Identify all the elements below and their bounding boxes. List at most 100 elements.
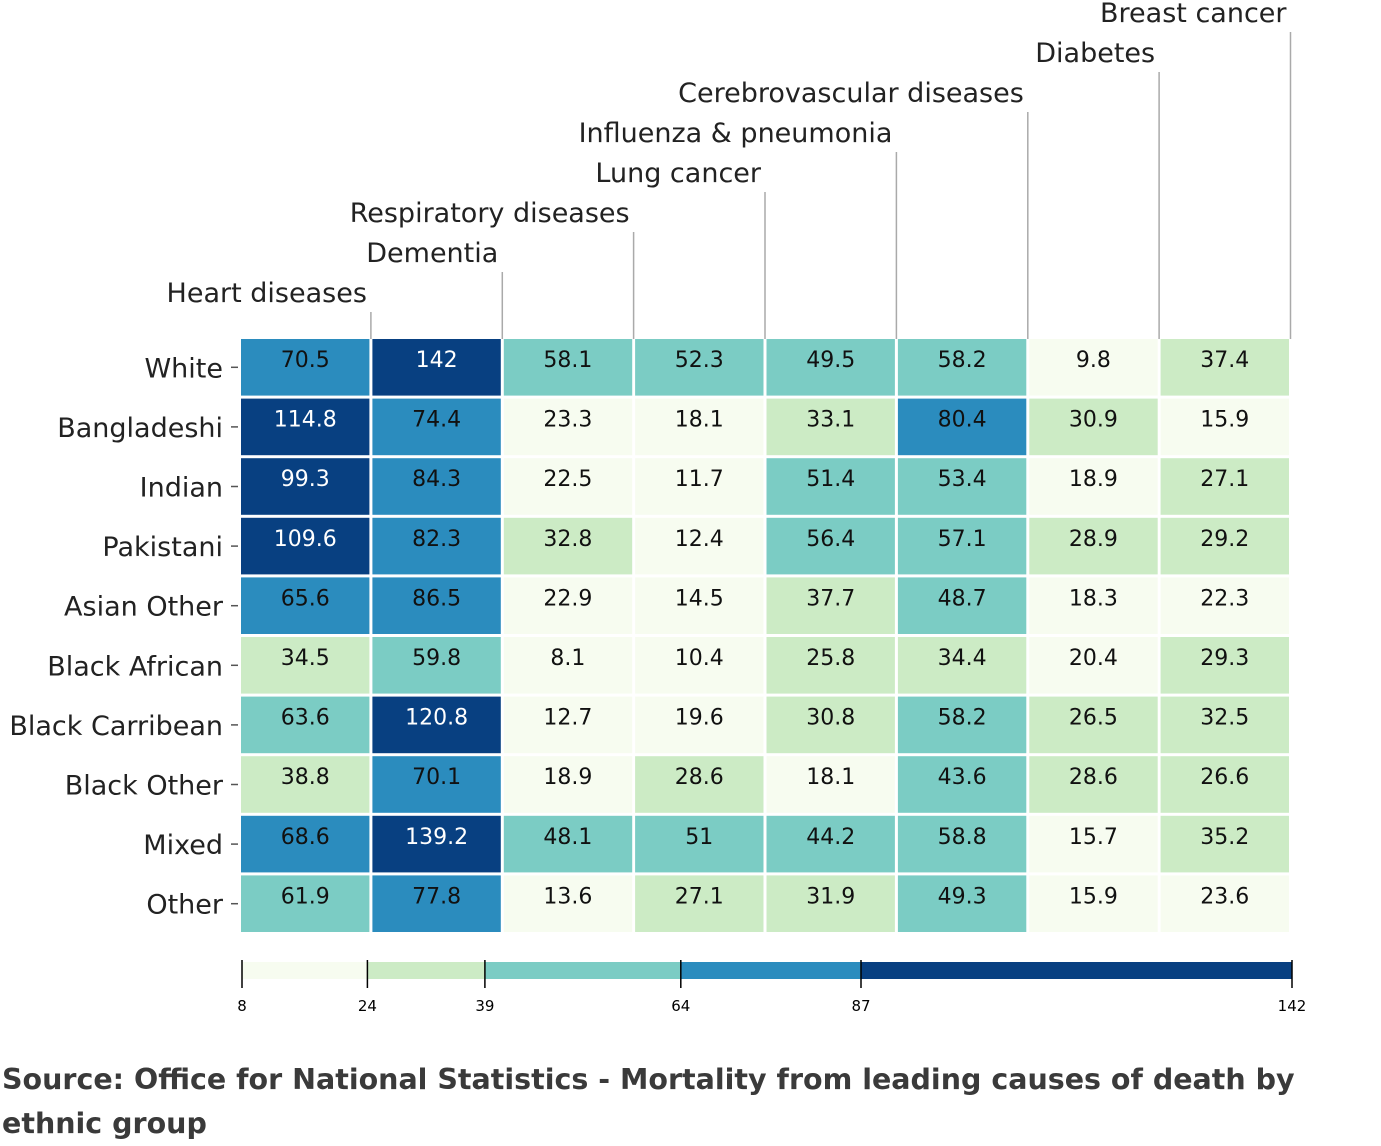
heatmap-cell-pakistani-dementia	[372, 517, 501, 575]
cell-value-label: 28.6	[1069, 765, 1118, 790]
heatmap-cell-black-carribean-influenza-and-pneumonia	[766, 696, 895, 754]
heatmap-cell-asian-other-dementia	[372, 577, 501, 634]
cell-value-label: 109.6	[274, 527, 337, 552]
heatmap-cell-pakistani-diabetes	[1029, 517, 1158, 575]
cell-value-label: 29.2	[1200, 527, 1249, 552]
heatmap-cell-pakistani-lung-cancer	[635, 517, 764, 575]
cell-value-label: 58.1	[543, 348, 592, 373]
heatmap-chart: Heart diseases Dementia Respiratory diseas…	[9, 0, 1306, 1015]
heatmap-cell-bangladeshi-respiratory-diseases	[503, 398, 633, 456]
cell-value-label: 18.3	[1069, 586, 1118, 611]
cell-value-label: 15.9	[1200, 408, 1249, 433]
column-label-heart-diseases: Heart diseases	[167, 278, 367, 309]
column-label-respiratory-diseases: Respiratory diseases	[350, 198, 630, 229]
cell-value-label: 13.6	[543, 884, 592, 909]
heatmap-cell-black-other-breast-cancer	[1160, 756, 1289, 813]
column-labels: Heart diseases Dementia Respiratory diseas…	[167, 0, 1292, 339]
heatmap-cell-black-african-influenza-and-pneumonia	[766, 637, 895, 694]
heatmap-cell-mixed-breast-cancer	[1160, 815, 1289, 873]
heatmap-cell-white-respiratory-diseases	[503, 339, 633, 396]
heatmap-cell-pakistani-respiratory-diseases	[503, 517, 633, 575]
cell-value-label: 80.4	[938, 408, 987, 433]
cell-value-label: 8.1	[550, 646, 585, 671]
cell-value-label: 86.5	[412, 586, 461, 611]
heatmap-cell-mixed-cerebrovascular-diseases	[897, 815, 1027, 873]
legend-tick-label: 39	[475, 997, 494, 1015]
cell-value-label: 22.9	[543, 586, 592, 611]
heatmap-cell-bangladeshi-diabetes	[1029, 398, 1158, 456]
cell-value-label: 38.8	[281, 765, 330, 790]
heatmap-cell-mixed-influenza-and-pneumonia	[766, 815, 895, 873]
cell-value-label: 12.4	[675, 527, 724, 552]
heatmap-cell-asian-other-cerebrovascular-diseases	[897, 577, 1027, 634]
row-label-black-carribean: Black Carribean	[9, 711, 223, 742]
cell-value-label: 9.8	[1076, 348, 1111, 373]
cell-value-label: 70.5	[281, 348, 330, 373]
cell-value-label: 57.1	[938, 527, 987, 552]
cell-value-label: 34.4	[938, 646, 987, 671]
heatmap-cell-asian-other-heart-diseases	[241, 577, 370, 634]
heatmap-cell-bangladeshi-influenza-and-pneumonia	[766, 398, 895, 456]
cell-value-label: 48.1	[543, 825, 592, 850]
legend-swatch	[484, 962, 681, 979]
heatmap-cell-indian-dementia	[372, 458, 501, 515]
cell-value-label: 33.1	[806, 408, 855, 433]
heatmap-cell-indian-lung-cancer	[635, 458, 764, 515]
heatmap-cell-other-lung-cancer	[635, 875, 764, 932]
color-legend: 8 24 39 64 87 142	[237, 960, 1306, 1015]
column-label-influenza-and-pneumonia: Influenza & pneumonia	[579, 118, 893, 149]
cell-value-label: 15.9	[1069, 884, 1118, 909]
cell-value-label: 22.3	[1200, 586, 1249, 611]
cell-value-label: 32.5	[1200, 706, 1249, 731]
row-label-bangladeshi: Bangladeshi	[57, 413, 223, 444]
heatmap-cell-bangladeshi-dementia	[372, 398, 501, 456]
heatmap-cell-black-other-heart-diseases	[241, 756, 370, 813]
heatmap-cell-white-cerebrovascular-diseases	[897, 339, 1027, 396]
cell-value-label: 22.5	[543, 467, 592, 492]
cell-value-label: 59.8	[412, 646, 461, 671]
heatmap-cell-mixed-diabetes	[1029, 815, 1158, 873]
column-label-breast-cancer: Breast cancer	[1100, 0, 1287, 29]
cell-value-label: 53.4	[938, 467, 987, 492]
heatmap-cell-mixed-respiratory-diseases	[503, 815, 633, 873]
cell-value-label: 30.8	[806, 706, 855, 731]
cell-value-label: 44.2	[806, 825, 855, 850]
heatmap-cell-black-other-diabetes	[1029, 756, 1158, 813]
heatmap-cell-asian-other-breast-cancer	[1160, 577, 1289, 634]
cell-value-label: 99.3	[281, 467, 330, 492]
heatmap-cell-black-carribean-lung-cancer	[635, 696, 764, 754]
heatmap-cell-pakistani-breast-cancer	[1160, 517, 1289, 575]
heatmap-cell-other-diabetes	[1029, 875, 1158, 932]
heatmap-cell-white-diabetes	[1029, 339, 1158, 396]
heatmap-cell-bangladeshi-cerebrovascular-diseases	[897, 398, 1027, 456]
column-label-diabetes: Diabetes	[1035, 38, 1155, 69]
heatmap-cell-pakistani-cerebrovascular-diseases	[897, 517, 1027, 575]
cell-value-label: 26.5	[1069, 706, 1118, 731]
cell-value-label: 28.6	[675, 765, 724, 790]
heatmap-cell-black-other-cerebrovascular-diseases	[897, 756, 1027, 813]
cell-value-label: 30.9	[1069, 408, 1118, 433]
row-label-pakistani: Pakistani	[102, 532, 223, 563]
heatmap-cell-indian-breast-cancer	[1160, 458, 1289, 515]
cell-value-label: 58.8	[938, 825, 987, 850]
source-note: Source: Office for National Statistics -…	[2, 1063, 1295, 1140]
cell-value-label: 82.3	[412, 527, 461, 552]
heatmap-cell-white-heart-diseases	[241, 339, 370, 396]
cell-value-label: 18.9	[1069, 467, 1118, 492]
heatmap-cell-black-african-cerebrovascular-diseases	[897, 637, 1027, 694]
cell-value-label: 19.6	[675, 706, 724, 731]
cell-value-label: 23.6	[1200, 884, 1249, 909]
heatmap-cell-pakistani-influenza-and-pneumonia	[766, 517, 895, 575]
heatmap-cell-mixed-lung-cancer	[635, 815, 764, 873]
cell-value-label: 31.9	[806, 884, 855, 909]
heatmap-cell-black-carribean-cerebrovascular-diseases	[897, 696, 1027, 754]
cell-value-label: 28.9	[1069, 527, 1118, 552]
heatmap-cell-asian-other-diabetes	[1029, 577, 1158, 634]
heatmap-cell-indian-influenza-and-pneumonia	[766, 458, 895, 515]
heatmap-cell-black-carribean-diabetes	[1029, 696, 1158, 754]
column-label-dementia: Dementia	[366, 238, 498, 269]
heatmap-cell-black-other-lung-cancer	[635, 756, 764, 813]
cell-value-label: 12.7	[543, 706, 592, 731]
heatmap-cell-other-influenza-and-pneumonia	[766, 875, 895, 932]
heatmap-cell-black-other-dementia	[372, 756, 501, 813]
